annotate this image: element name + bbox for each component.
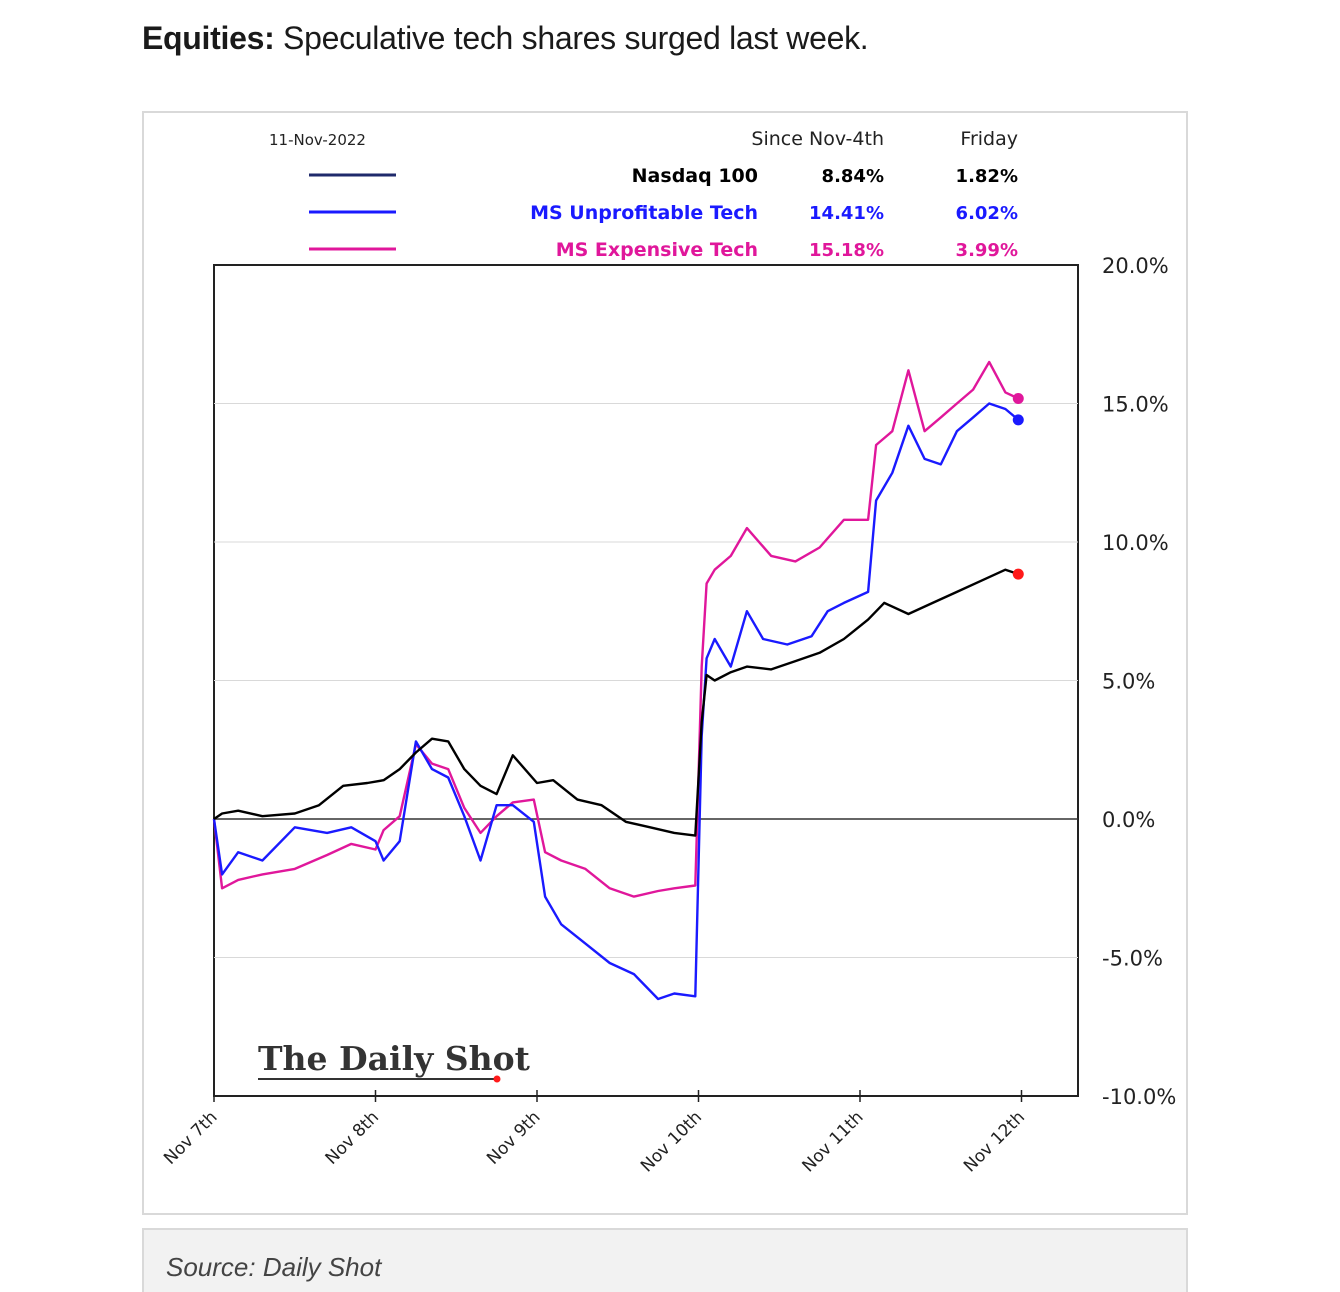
legend-friday-expensive: 3.99% [956, 240, 1018, 261]
logo-dot [493, 1075, 501, 1083]
line-chart: 11-Nov-2022 Since Nov-4th Friday Nasdaq … [160, 128, 1176, 1176]
endpoint-marker-ms-unprofitable-tech [1012, 414, 1024, 426]
chart-figure: 11-Nov-2022 Since Nov-4th Friday Nasdaq … [142, 111, 1188, 1215]
endpoint-markers [1012, 393, 1024, 580]
legend-label-unprofitable: MS Unprofitable Tech [530, 202, 758, 224]
source-caption: Source: Daily Shot [166, 1252, 382, 1282]
legend-friday-nasdaq: 1.82% [956, 166, 1018, 187]
y-tick-label: -5.0% [1102, 947, 1163, 971]
headline-lead: Equities: [142, 20, 275, 56]
headline-text: Speculative tech shares surged last week… [274, 20, 869, 56]
legend-label-expensive: MS Expensive Tech [556, 239, 758, 261]
source-caption-box: Source: Daily Shot [142, 1228, 1188, 1292]
x-tick-label: Nov 10th [637, 1107, 706, 1176]
x-tick-label: Nov 12th [960, 1107, 1029, 1176]
legend-date: 11-Nov-2022 [269, 131, 366, 149]
legend-since-expensive: 15.18% [809, 240, 884, 261]
legend-header-friday: Friday [960, 128, 1018, 150]
series-line-ms-unprofitable-tech [212, 402, 1020, 1001]
legend-since-unprofitable: 14.41% [809, 203, 884, 224]
series-line-ms-expensive-tech [212, 360, 1019, 898]
legend-label-nasdaq: Nasdaq 100 [632, 165, 758, 187]
y-tick-label: 10.0% [1102, 531, 1169, 555]
endpoint-marker-ms-expensive-tech [1012, 393, 1024, 405]
y-tick-label: 15.0% [1102, 393, 1169, 417]
x-tick-label: Nov 9th [483, 1107, 544, 1168]
series-lines [212, 360, 1020, 1001]
y-tick-label: -10.0% [1102, 1085, 1176, 1109]
legend: 11-Nov-2022 Since Nov-4th Friday Nasdaq … [269, 128, 1018, 261]
x-tick-label: Nov 7th [160, 1107, 221, 1168]
y-tick-label: 20.0% [1102, 254, 1169, 278]
daily-shot-logo: The Daily Shot [258, 1039, 531, 1083]
y-tick-label: 5.0% [1102, 670, 1155, 694]
series-line-nasdaq-100 [213, 568, 1019, 837]
article-headline: Equities: Speculative tech shares surged… [142, 18, 869, 58]
legend-header-since: Since Nov-4th [751, 128, 884, 150]
y-tick-label: 0.0% [1102, 808, 1155, 832]
legend-since-nasdaq: 8.84% [822, 166, 884, 187]
gridlines [214, 403, 1078, 958]
x-tick-label: Nov 8th [322, 1107, 383, 1168]
x-tick-label: Nov 11th [798, 1107, 867, 1176]
endpoint-marker-nasdaq-100 [1012, 568, 1024, 580]
legend-friday-unprofitable: 6.02% [956, 203, 1018, 224]
logo-text: The Daily Shot [258, 1039, 531, 1078]
